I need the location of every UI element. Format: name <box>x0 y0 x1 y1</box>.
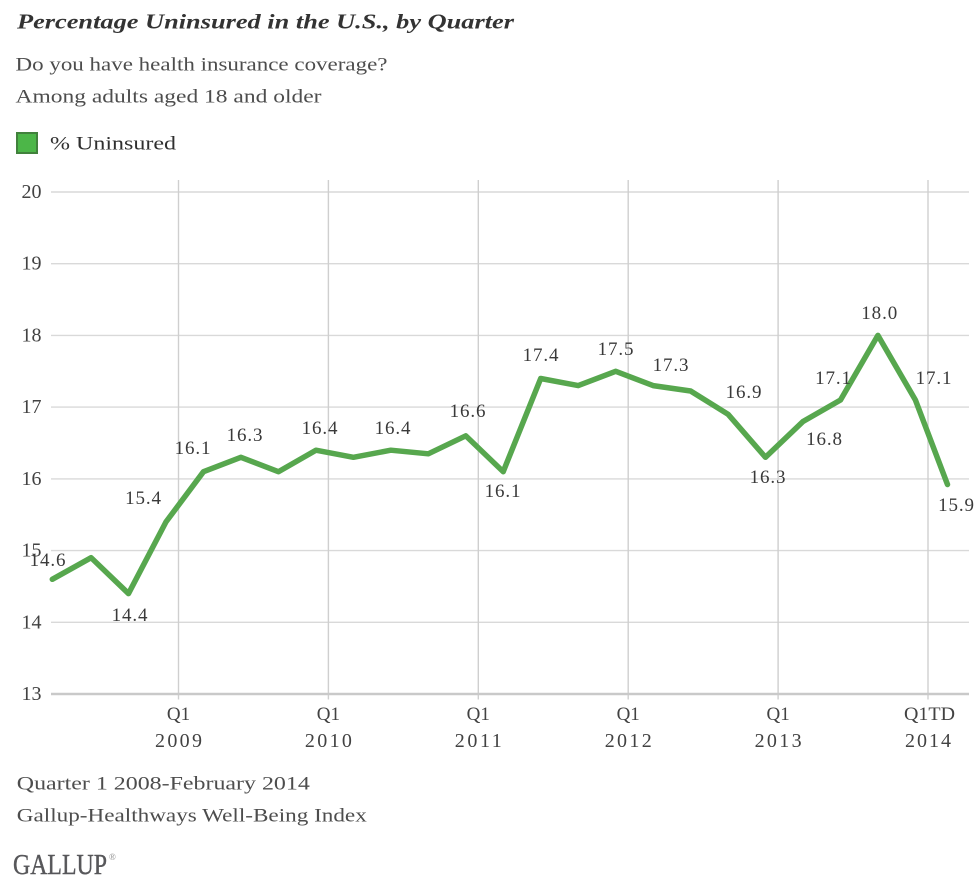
svg-text:2014: 2014 <box>905 730 951 752</box>
svg-text:Q1: Q1 <box>766 704 789 725</box>
svg-text:16.6: 16.6 <box>450 401 487 422</box>
svg-text:Q1: Q1 <box>617 704 640 725</box>
svg-text:16: 16 <box>22 468 42 490</box>
svg-text:16.4: 16.4 <box>302 418 339 439</box>
svg-text:Q1: Q1 <box>167 704 190 725</box>
svg-text:Q1: Q1 <box>317 704 340 725</box>
svg-text:Percentage Uninsured in the U.: Percentage Uninsured in the U.S., by Qua… <box>16 10 515 34</box>
svg-text:GALLUP: GALLUP <box>13 849 107 881</box>
svg-text:17.1: 17.1 <box>916 368 953 389</box>
svg-text:18: 18 <box>22 324 42 346</box>
svg-text:17.5: 17.5 <box>598 339 635 360</box>
svg-text:16.3: 16.3 <box>750 467 787 488</box>
svg-text:2013: 2013 <box>755 730 802 752</box>
svg-text:2012: 2012 <box>605 730 652 752</box>
svg-text:15: 15 <box>22 540 42 562</box>
svg-text:19: 19 <box>22 253 42 275</box>
svg-text:16.1: 16.1 <box>485 481 522 502</box>
svg-text:14.6: 14.6 <box>30 550 67 571</box>
svg-text:16.8: 16.8 <box>806 429 843 450</box>
svg-text:14.4: 14.4 <box>112 605 149 626</box>
svg-text:18.0: 18.0 <box>861 303 898 324</box>
svg-text:20: 20 <box>22 181 42 203</box>
svg-text:16.3: 16.3 <box>227 425 264 446</box>
svg-text:2011: 2011 <box>455 730 502 752</box>
svg-text:Q1: Q1 <box>467 704 490 725</box>
svg-text:16.1: 16.1 <box>175 438 212 459</box>
svg-text:% Uninsured: % Uninsured <box>50 135 177 155</box>
svg-text:17.1: 17.1 <box>815 368 852 389</box>
svg-text:2010: 2010 <box>305 730 352 752</box>
svg-text:16.9: 16.9 <box>726 382 763 403</box>
svg-text:Quarter 1 2008-February 2014: Quarter 1 2008-February 2014 <box>17 775 310 795</box>
svg-text:Q1TD: Q1TD <box>904 704 955 725</box>
svg-text:16.4: 16.4 <box>375 418 412 439</box>
svg-text:14: 14 <box>22 611 42 633</box>
svg-text:17.3: 17.3 <box>653 355 690 376</box>
svg-text:2009: 2009 <box>155 730 202 752</box>
svg-text:17: 17 <box>22 396 42 418</box>
svg-text:15.9: 15.9 <box>938 495 975 516</box>
svg-text:13: 13 <box>22 683 42 705</box>
svg-text:®: ® <box>109 852 116 862</box>
svg-text:17.4: 17.4 <box>523 345 560 366</box>
svg-text:Gallup-Healthways Well-Being I: Gallup-Healthways Well-Being Index <box>17 806 368 826</box>
svg-text:Do you have health insurance c: Do you have health insurance coverage? <box>16 56 388 76</box>
svg-text:15.4: 15.4 <box>125 488 162 509</box>
svg-text:Among adults aged 18 and older: Among adults aged 18 and older <box>16 88 322 108</box>
